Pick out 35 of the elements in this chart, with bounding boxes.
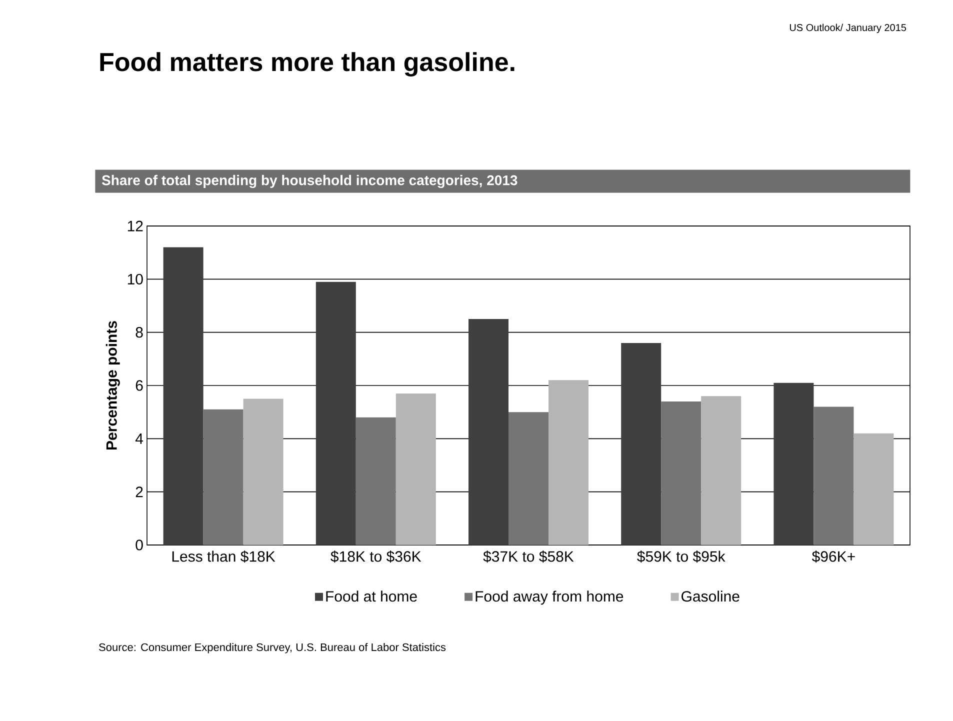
bar — [814, 406, 854, 545]
bar — [468, 319, 508, 545]
bar — [356, 417, 396, 545]
bar — [701, 396, 742, 545]
y-tick-label: 0 — [136, 540, 143, 550]
x-tick-label: $37K to $58K — [483, 550, 574, 563]
chart-title: Food matters more than gasoline. — [100, 52, 514, 76]
bar — [854, 433, 894, 545]
bar — [661, 401, 702, 545]
x-tick-label: Less than $18K — [172, 550, 276, 563]
bar — [243, 398, 284, 545]
chart-subtitle: Share of total spending by household income categories, 2013 — [102, 174, 518, 188]
text: US Outlook/ January 2015 — [790, 24, 906, 34]
legend-label: Food at home — [326, 590, 417, 602]
legend-label: Gasoline — [682, 590, 740, 602]
legend-label: Food away from home — [476, 590, 624, 605]
bar — [508, 412, 548, 545]
bar — [621, 342, 662, 545]
x-tick-label: $59K to $95k — [637, 550, 726, 563]
y-tick-label: 6 — [136, 380, 143, 391]
y-tick-label: 2 — [136, 486, 143, 498]
y-tick-label: 4 — [135, 434, 144, 444]
source-note: Source: Consumer Expenditure Survey, U.S. Bureau of Labor Statistics — [99, 643, 446, 654]
y-axis-title: Percentage points — [106, 321, 120, 450]
bar — [316, 282, 356, 545]
bar — [203, 409, 244, 545]
bar — [163, 247, 204, 545]
y-tick-label: 12 — [128, 220, 143, 232]
y-tick-label: 8 — [136, 327, 143, 338]
bar — [548, 380, 589, 545]
bar — [396, 393, 436, 545]
y-tick-label: 10 — [128, 274, 143, 284]
x-tick-label: $96K+ — [812, 550, 855, 563]
bar — [774, 382, 814, 545]
x-tick-label: $18K to $36K — [330, 550, 422, 563]
